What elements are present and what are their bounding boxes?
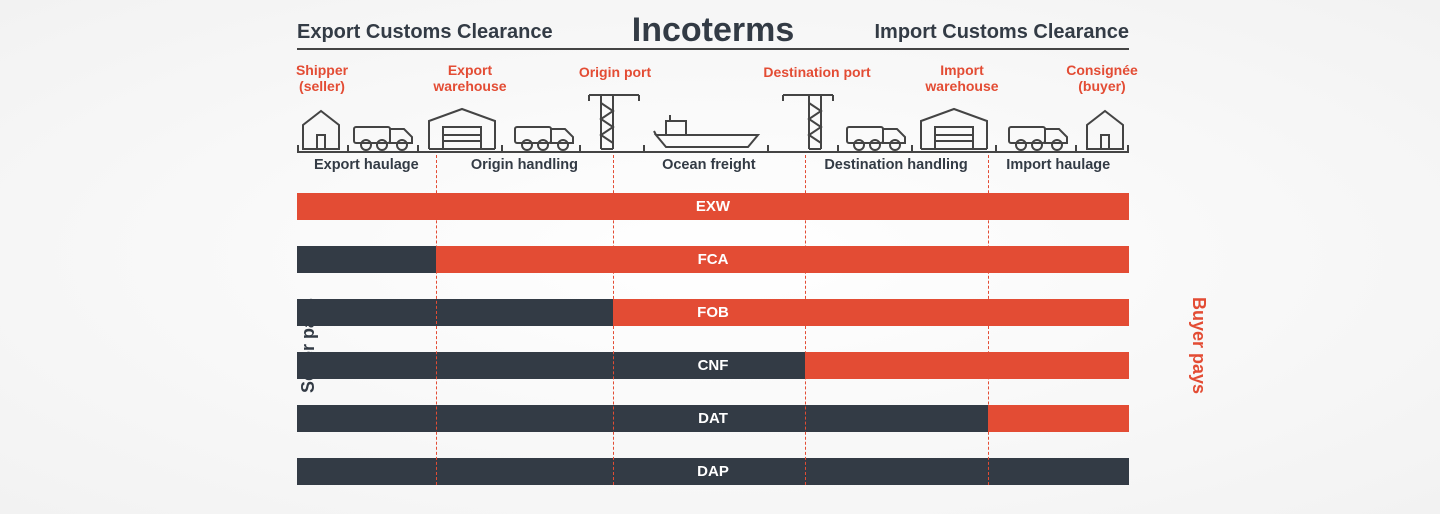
van-icon: [1007, 119, 1071, 151]
divider-line: [613, 155, 614, 485]
seller-segment: [297, 246, 436, 273]
warehouse-icon: [917, 105, 991, 151]
seller-segment: [297, 458, 1129, 485]
stage-label: Export haulage: [297, 157, 436, 173]
buyer-segment: [805, 352, 1129, 379]
header-left: Export Customs Clearance: [297, 21, 553, 44]
chart-area: Export Customs Clearance Incoterms Impor…: [297, 10, 1129, 485]
stage-row: Export haulageOrigin handlingOcean freig…: [297, 153, 1129, 183]
stage-label: Origin handling: [436, 157, 613, 173]
node-label-shipper: Shipper (seller): [277, 62, 367, 94]
term-row-fob: FOB: [297, 299, 1129, 326]
divider-line: [436, 155, 437, 485]
stage-label: Ocean freight: [613, 157, 804, 173]
buyer-segment: [436, 246, 1129, 273]
crane-icon: [781, 91, 835, 151]
seller-segment: [297, 352, 805, 379]
node-label-consignee: Consignée (buyer): [1052, 62, 1152, 94]
crane-icon: [587, 91, 641, 151]
van-icon: [352, 119, 416, 151]
van-icon: [845, 119, 909, 151]
house-icon: [1081, 107, 1129, 151]
buyer-segment: [613, 299, 1129, 326]
buyer-pays-label: Buyer pays: [1188, 297, 1209, 394]
node-label-origin: Origin port: [565, 64, 665, 80]
stage-label: Import haulage: [988, 157, 1129, 173]
header-right: Import Customs Clearance: [874, 21, 1129, 44]
ship-icon: [652, 113, 762, 151]
node-label-dest: Destination port: [747, 64, 887, 80]
node-label-export-wh: Export warehouse: [425, 62, 515, 94]
term-row-dat: DAT: [297, 405, 1129, 432]
header-title: Incoterms: [632, 11, 795, 50]
divider-line: [805, 155, 806, 485]
header-row: Export Customs Clearance Incoterms Impor…: [297, 10, 1129, 50]
seller-segment: [297, 405, 988, 432]
buyer-segment: [988, 405, 1129, 432]
icon-row: Shipper (seller) Export warehouse Origin…: [297, 50, 1129, 153]
term-row-dap: DAP: [297, 458, 1129, 485]
warehouse-icon: [425, 105, 499, 151]
divider-line: [988, 155, 989, 485]
bars-area: EXW FCA FOB CNF DAT DAP: [297, 193, 1129, 485]
house-icon: [297, 107, 345, 151]
term-row-fca: FCA: [297, 246, 1129, 273]
van-icon: [513, 119, 577, 151]
term-row-cnf: CNF: [297, 352, 1129, 379]
buyer-segment: [297, 193, 1129, 220]
stage-label: Destination handling: [805, 157, 988, 173]
term-row-exw: EXW: [297, 193, 1129, 220]
seller-segment: [297, 299, 613, 326]
node-label-import-wh: Import warehouse: [912, 62, 1012, 94]
